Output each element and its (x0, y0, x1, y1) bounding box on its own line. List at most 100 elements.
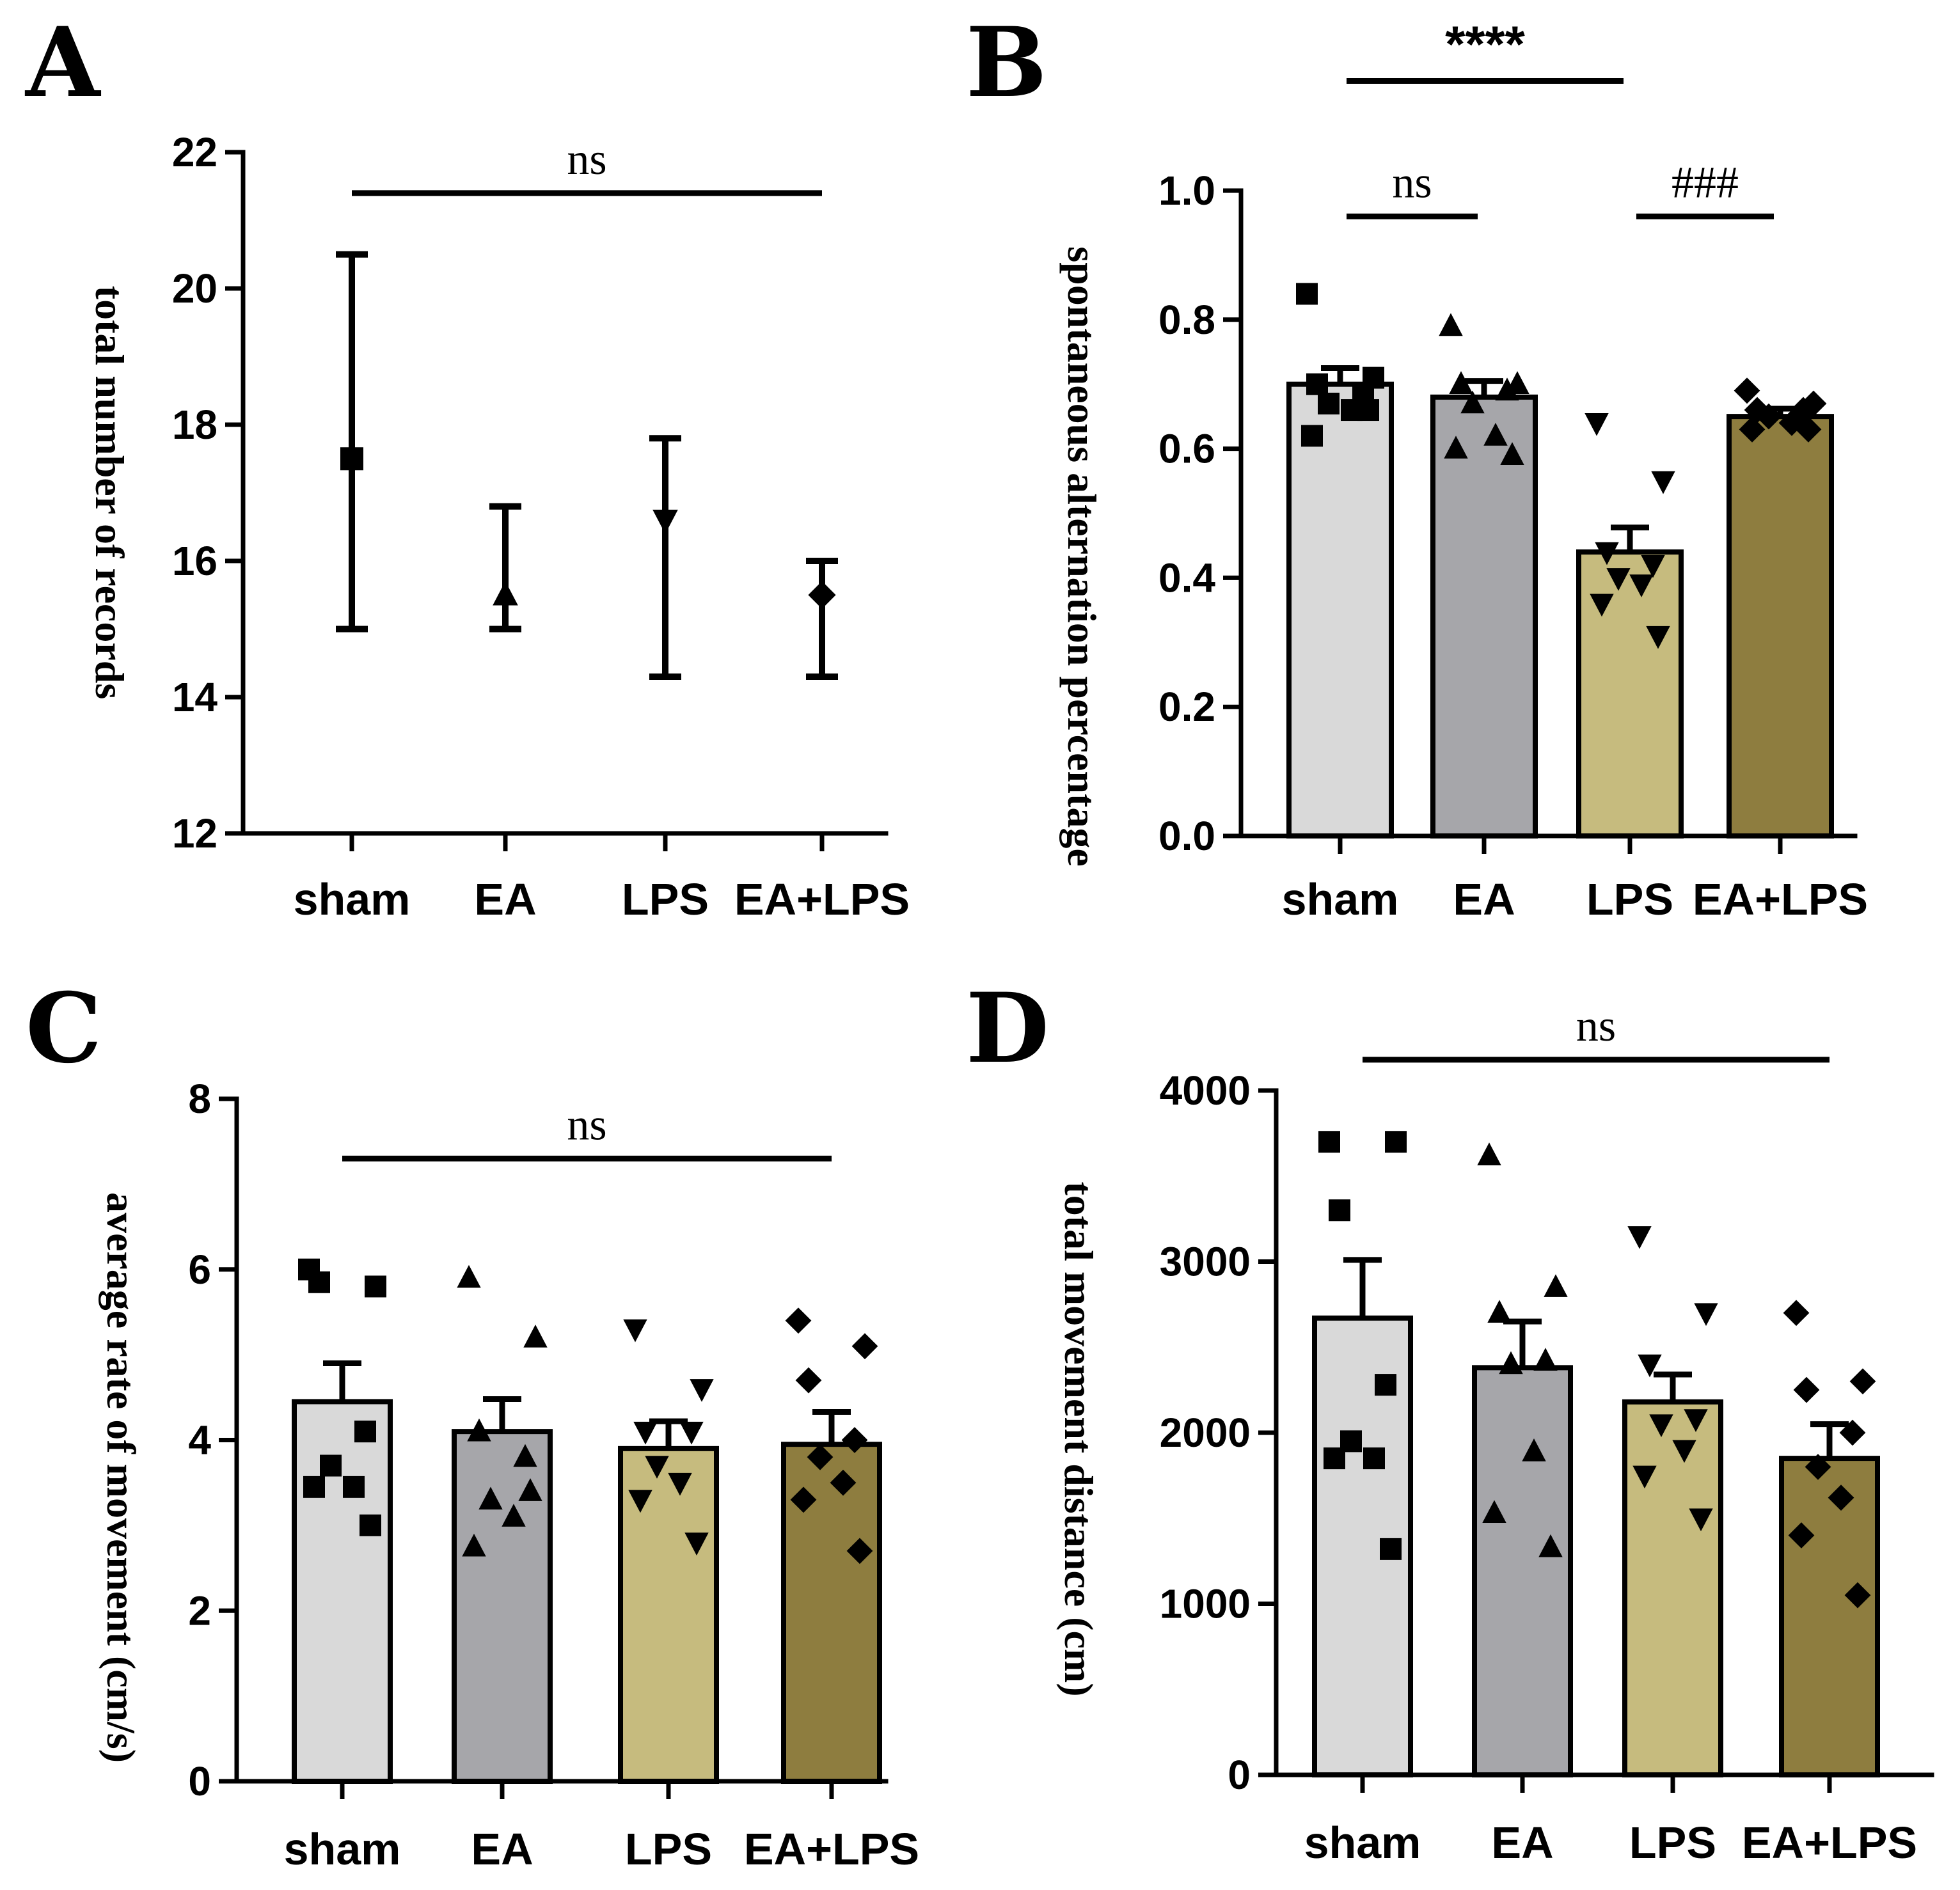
panel-b-x-tick-label: LPS (1586, 874, 1673, 924)
panel-a-x-tick-label: EA (474, 874, 536, 924)
panel-b-y-tick-label: 1.0 (1158, 168, 1215, 214)
panel-b-point-ea-lps (1734, 377, 1760, 404)
panel-d-point-lps (1672, 1440, 1696, 1463)
panel-d-point-sham (1318, 1131, 1340, 1153)
panel-c-point-lps (679, 1421, 704, 1445)
panel-c-point-ea-lps (795, 1367, 822, 1394)
panel-d-y-tick-label: 3000 (1160, 1239, 1251, 1285)
panel-c-point-ea (457, 1264, 481, 1288)
panel-d-point-ea-lps (1828, 1484, 1854, 1511)
panel-b-point-lps (1651, 471, 1675, 494)
panel-a-y-tick-label: 20 (172, 265, 217, 311)
panel-a-y-tick-label: 22 (172, 129, 217, 175)
panel-d-point-lps (1649, 1414, 1673, 1438)
panel-d-point-ea-lps (1788, 1522, 1815, 1548)
panel-d-point-ea (1477, 1142, 1501, 1165)
panel-d-point-ea-lps (1805, 1454, 1831, 1480)
panel-a-y-tick-label: 16 (172, 538, 217, 584)
panel-b-point-lps (1590, 594, 1614, 617)
panel-a-point-ea-lps (808, 581, 836, 609)
panel-b-point-ea-lps (1739, 416, 1766, 443)
panel-c-point-ea (478, 1486, 503, 1510)
panel-d-x-tick-label: LPS (1629, 1818, 1716, 1868)
panel-a-x-tick-label: LPS (622, 874, 709, 924)
panel-b-point-lps (1585, 413, 1609, 436)
panel-d-y-tick-label: 1000 (1160, 1581, 1251, 1627)
panel-b-point-sham (1363, 366, 1384, 389)
panel-b-point-ea-lps (1795, 416, 1822, 443)
panel-b-x-tick-label: EA+LPS (1693, 874, 1868, 924)
panel-b-point-lps (1641, 555, 1665, 578)
panel-c-point-ea (513, 1444, 537, 1467)
panel-c-point-ea (518, 1478, 542, 1501)
panel-c-point-sham (303, 1476, 325, 1498)
panel-b-point-ea (1495, 377, 1519, 401)
panel-c-bar-sham (292, 1399, 393, 1784)
panel-d-y-axis-label: total movement distance (cm) (1056, 1181, 1102, 1696)
panel-b-y-tick-label: 0.6 (1158, 426, 1215, 472)
panel-d-y-tick-label: 0 (1228, 1752, 1251, 1798)
panel-c-point-sham (360, 1514, 381, 1536)
panel-c-y-tick-label: 4 (188, 1417, 211, 1463)
panel-c-point-lps (623, 1319, 647, 1343)
panel-b-significance-label: ### (1672, 158, 1739, 207)
panel-d-x-tick-label: EA+LPS (1742, 1818, 1917, 1868)
panel-b-y-tick-label: 0.2 (1158, 684, 1215, 730)
panel-b-letter: B (966, 6, 1047, 119)
panel-b-point-ea (1500, 442, 1524, 465)
panel-c-point-ea-lps (851, 1333, 878, 1360)
panel-d-significance-label: ns (1576, 1002, 1616, 1051)
panel-c-y-axis-label: average rate of movement (cm/s) (99, 1192, 144, 1763)
panel-b-point-sham (1318, 392, 1340, 414)
panel-c-point-sham (308, 1271, 330, 1293)
panel-a-y-tick-label: 14 (172, 674, 218, 720)
panel-c-y-tick-label: 2 (188, 1587, 211, 1634)
panel-d-point-sham (1380, 1538, 1402, 1560)
panel-a-letter: A (24, 6, 102, 119)
panel-d-point-lps (1632, 1465, 1657, 1489)
panel-c-point-ea-lps (785, 1307, 812, 1334)
panel-c-point-lps (684, 1532, 709, 1555)
panel-d-point-sham (1363, 1447, 1385, 1470)
panel-c-point-ea (502, 1504, 526, 1527)
panel-b-point-sham (1296, 283, 1318, 305)
panel-c-y-tick-label: 6 (188, 1247, 211, 1293)
panel-c-significance-label: ns (567, 1100, 606, 1149)
panel-b-y-tick-label: 0.4 (1158, 555, 1215, 601)
panel-b-bar-sham (1286, 381, 1394, 839)
panel-c-letter: C (26, 972, 102, 1085)
panel-c-x-tick-label: EA (471, 1824, 533, 1874)
panel-d-point-ea-lps (1844, 1582, 1871, 1609)
panel-c-point-ea-lps (790, 1486, 817, 1513)
panel-a-y-tick-label: 12 (172, 810, 217, 856)
panel-d-point-lps (1638, 1354, 1662, 1378)
panel-c-point-sham (320, 1454, 342, 1477)
panel-c-x-tick-label: sham (284, 1824, 401, 1874)
panel-d-point-ea (1538, 1534, 1563, 1557)
panel-b-point-lps (1606, 568, 1631, 591)
panel-d-y-tick-label: 2000 (1160, 1410, 1251, 1456)
panel-d-point-ea-lps (1793, 1376, 1820, 1403)
panel-b-y-axis-label: spontaneous alternation percentage (1059, 246, 1105, 866)
panel-d-bar-ea (1472, 1365, 1573, 1778)
panel-b-point-ea (1449, 371, 1473, 394)
panel-d-point-lps (1627, 1226, 1652, 1249)
panel-c-point-ea-lps (846, 1538, 873, 1564)
panel-d-point-ea (1544, 1274, 1568, 1297)
panel-c-point-sham (343, 1476, 365, 1498)
panel-a-significance-label: ns (567, 135, 606, 184)
panel-b-point-sham (1301, 425, 1323, 447)
panel-c-bar-ea (452, 1429, 553, 1784)
panel-d-point-ea (1499, 1351, 1523, 1374)
panel-a-y-tick-label: 18 (172, 402, 217, 448)
panel-b-significance-label: **** (1445, 15, 1525, 72)
panel-b-x-tick-label: EA (1453, 874, 1515, 924)
panel-d-bar-ea-lps (1779, 1456, 1880, 1777)
panel-d-x-tick-label: EA (1491, 1818, 1553, 1868)
panel-c-point-sham (354, 1421, 376, 1443)
panel-c-y-tick-label: 8 (188, 1076, 211, 1122)
panel-d-point-ea (1487, 1300, 1512, 1323)
panel-c-point-lps (668, 1472, 692, 1496)
panel-a-point-lps (652, 509, 678, 534)
